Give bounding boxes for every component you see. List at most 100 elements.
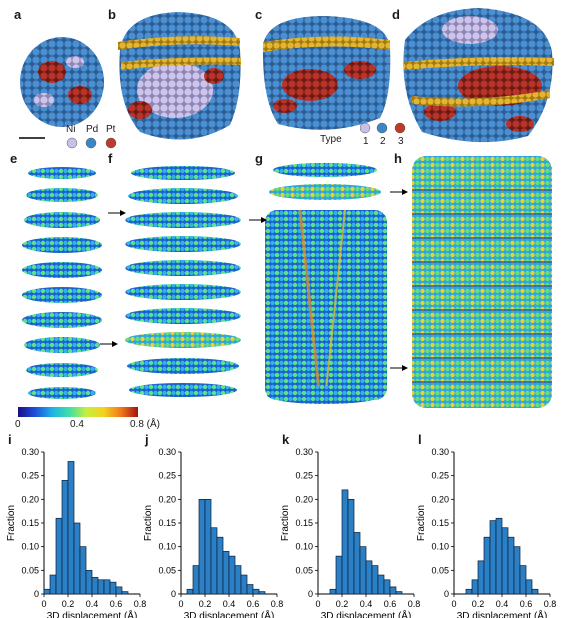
bar-i-6 [79,546,87,595]
bar-j-4 [210,527,218,595]
xtick-label-j-1: 0.2 [199,599,212,609]
ytick-label-j-3: 0.15 [158,518,176,528]
type-label-2: 2 [380,136,386,147]
bar-j-8 [234,565,242,595]
ytick-label-l-6: 0.30 [431,447,449,457]
ytick-label-i-6: 0.30 [21,447,39,457]
ytick-label-i-0: 0 [34,589,39,599]
ylabel-k: Fraction [280,505,291,541]
panel-label-c: c [255,7,263,22]
bar-l-7 [507,536,515,595]
bar-k-2 [341,489,349,595]
panel-label-k: k [282,432,290,447]
legend-label-pt: Pt [106,124,116,135]
bar-l-6 [501,527,509,595]
bar-i-10 [103,579,111,595]
colorbar-tick-0: 0 [15,419,21,430]
bar-l-4 [489,520,497,595]
xtick-label-i-0: 0 [41,599,46,609]
type-legend-swatches [360,122,406,134]
bar-k-1 [335,555,343,595]
panel-label-e: e [10,151,18,166]
ytick-label-j-0: 0 [171,589,176,599]
xtick-label-l-0: 0 [451,599,456,609]
bar-i-5 [73,522,81,595]
bar-j-3 [204,498,212,595]
ytick-label-i-2: 0.10 [21,542,39,552]
histogram-i: 0 0.05 0.10 0.15 0.20 0.25 0.30 0 0.2 0.4 0.6 0.83D… [6,447,146,618]
bar-j-0 [186,588,194,595]
panel-label-g: g [255,151,263,166]
ytick-label-k-2: 0.10 [295,542,313,552]
ytick-label-k-0: 0 [308,589,313,599]
bar-k-0 [329,588,337,595]
xtick-label-j-4: 0.8 [271,599,284,609]
ytick-label-k-3: 0.15 [295,518,313,528]
xlabel-j: 3D displacement (Å) [184,609,275,618]
panel-label-l: l [418,432,422,447]
legend-label-pd: Pd [86,124,99,135]
bar-l-3 [483,536,491,595]
type-2-swatch [376,122,388,134]
particle-a [20,37,104,127]
histogram-j: 0 0.05 0.10 0.15 0.20 0.25 0.30 0 0.2 0.4 0.6 0.83D… [143,447,283,618]
type-legend: Type 1 2 3 [320,122,410,150]
colorbar-gradient [18,407,138,417]
bar-i-8 [91,577,99,595]
particle-d [403,8,554,143]
bar-l-1 [471,579,479,595]
ytick-label-j-1: 0.05 [158,565,176,575]
layer-stack-e [22,167,102,399]
bar-l-2 [477,560,485,595]
particle-c [262,16,391,130]
bar-j-10 [246,584,254,595]
bar-j-6 [222,551,230,595]
panel-label-a: a [14,7,22,22]
xtick-label-l-4: 0.8 [544,599,557,609]
xtick-label-j-3: 0.6 [247,599,260,609]
xtick-label-k-2: 0.4 [360,599,373,609]
xtick-label-i-4: 0.8 [134,599,147,609]
colorbar-tick-max: 0.8 (Å) [130,419,161,430]
ytick-label-l-0: 0 [444,589,449,599]
ytick-label-l-2: 0.10 [431,542,449,552]
element-legend: Ni Pd Pt [66,124,166,150]
ytick-label-i-1: 0.05 [21,565,39,575]
xtick-label-i-2: 0.4 [86,599,99,609]
ylabel-i: Fraction [6,505,17,541]
panel-label-j: j [145,432,149,447]
bar-j-12 [258,591,266,595]
bar-k-9 [383,579,391,595]
type-label-3: 3 [398,136,404,147]
bar-k-11 [395,591,403,595]
panel-label-d: d [392,7,400,22]
bar-i-3 [61,480,69,595]
layer-stack-h [412,156,552,408]
pd-swatch [85,137,97,149]
xtick-label-j-0: 0 [178,599,183,609]
panel-label-f: f [108,151,113,166]
bar-j-11 [252,588,260,595]
bar-j-9 [240,574,248,595]
panel-label-i: i [8,432,12,447]
bar-l-0 [465,588,473,595]
xtick-label-j-2: 0.4 [223,599,236,609]
ytick-label-j-4: 0.20 [158,494,176,504]
bar-k-3 [347,498,355,595]
panel-label-h: h [394,151,402,166]
bar-l-8 [513,546,521,595]
xtick-label-k-4: 0.8 [408,599,421,609]
ytick-label-l-3: 0.15 [431,518,449,528]
ylabel-j: Fraction [143,505,154,541]
element-legend-swatches [66,137,117,149]
bar-k-4 [353,532,361,595]
bar-i-13 [121,591,129,595]
type-legend-title: Type [320,134,342,145]
bar-k-6 [365,560,373,595]
xtick-label-l-2: 0.4 [496,599,509,609]
bar-k-7 [371,565,379,595]
bar-i-7 [85,569,93,595]
ytick-label-k-1: 0.05 [295,565,313,575]
ytick-label-j-5: 0.25 [158,471,176,481]
bar-k-5 [359,546,367,595]
